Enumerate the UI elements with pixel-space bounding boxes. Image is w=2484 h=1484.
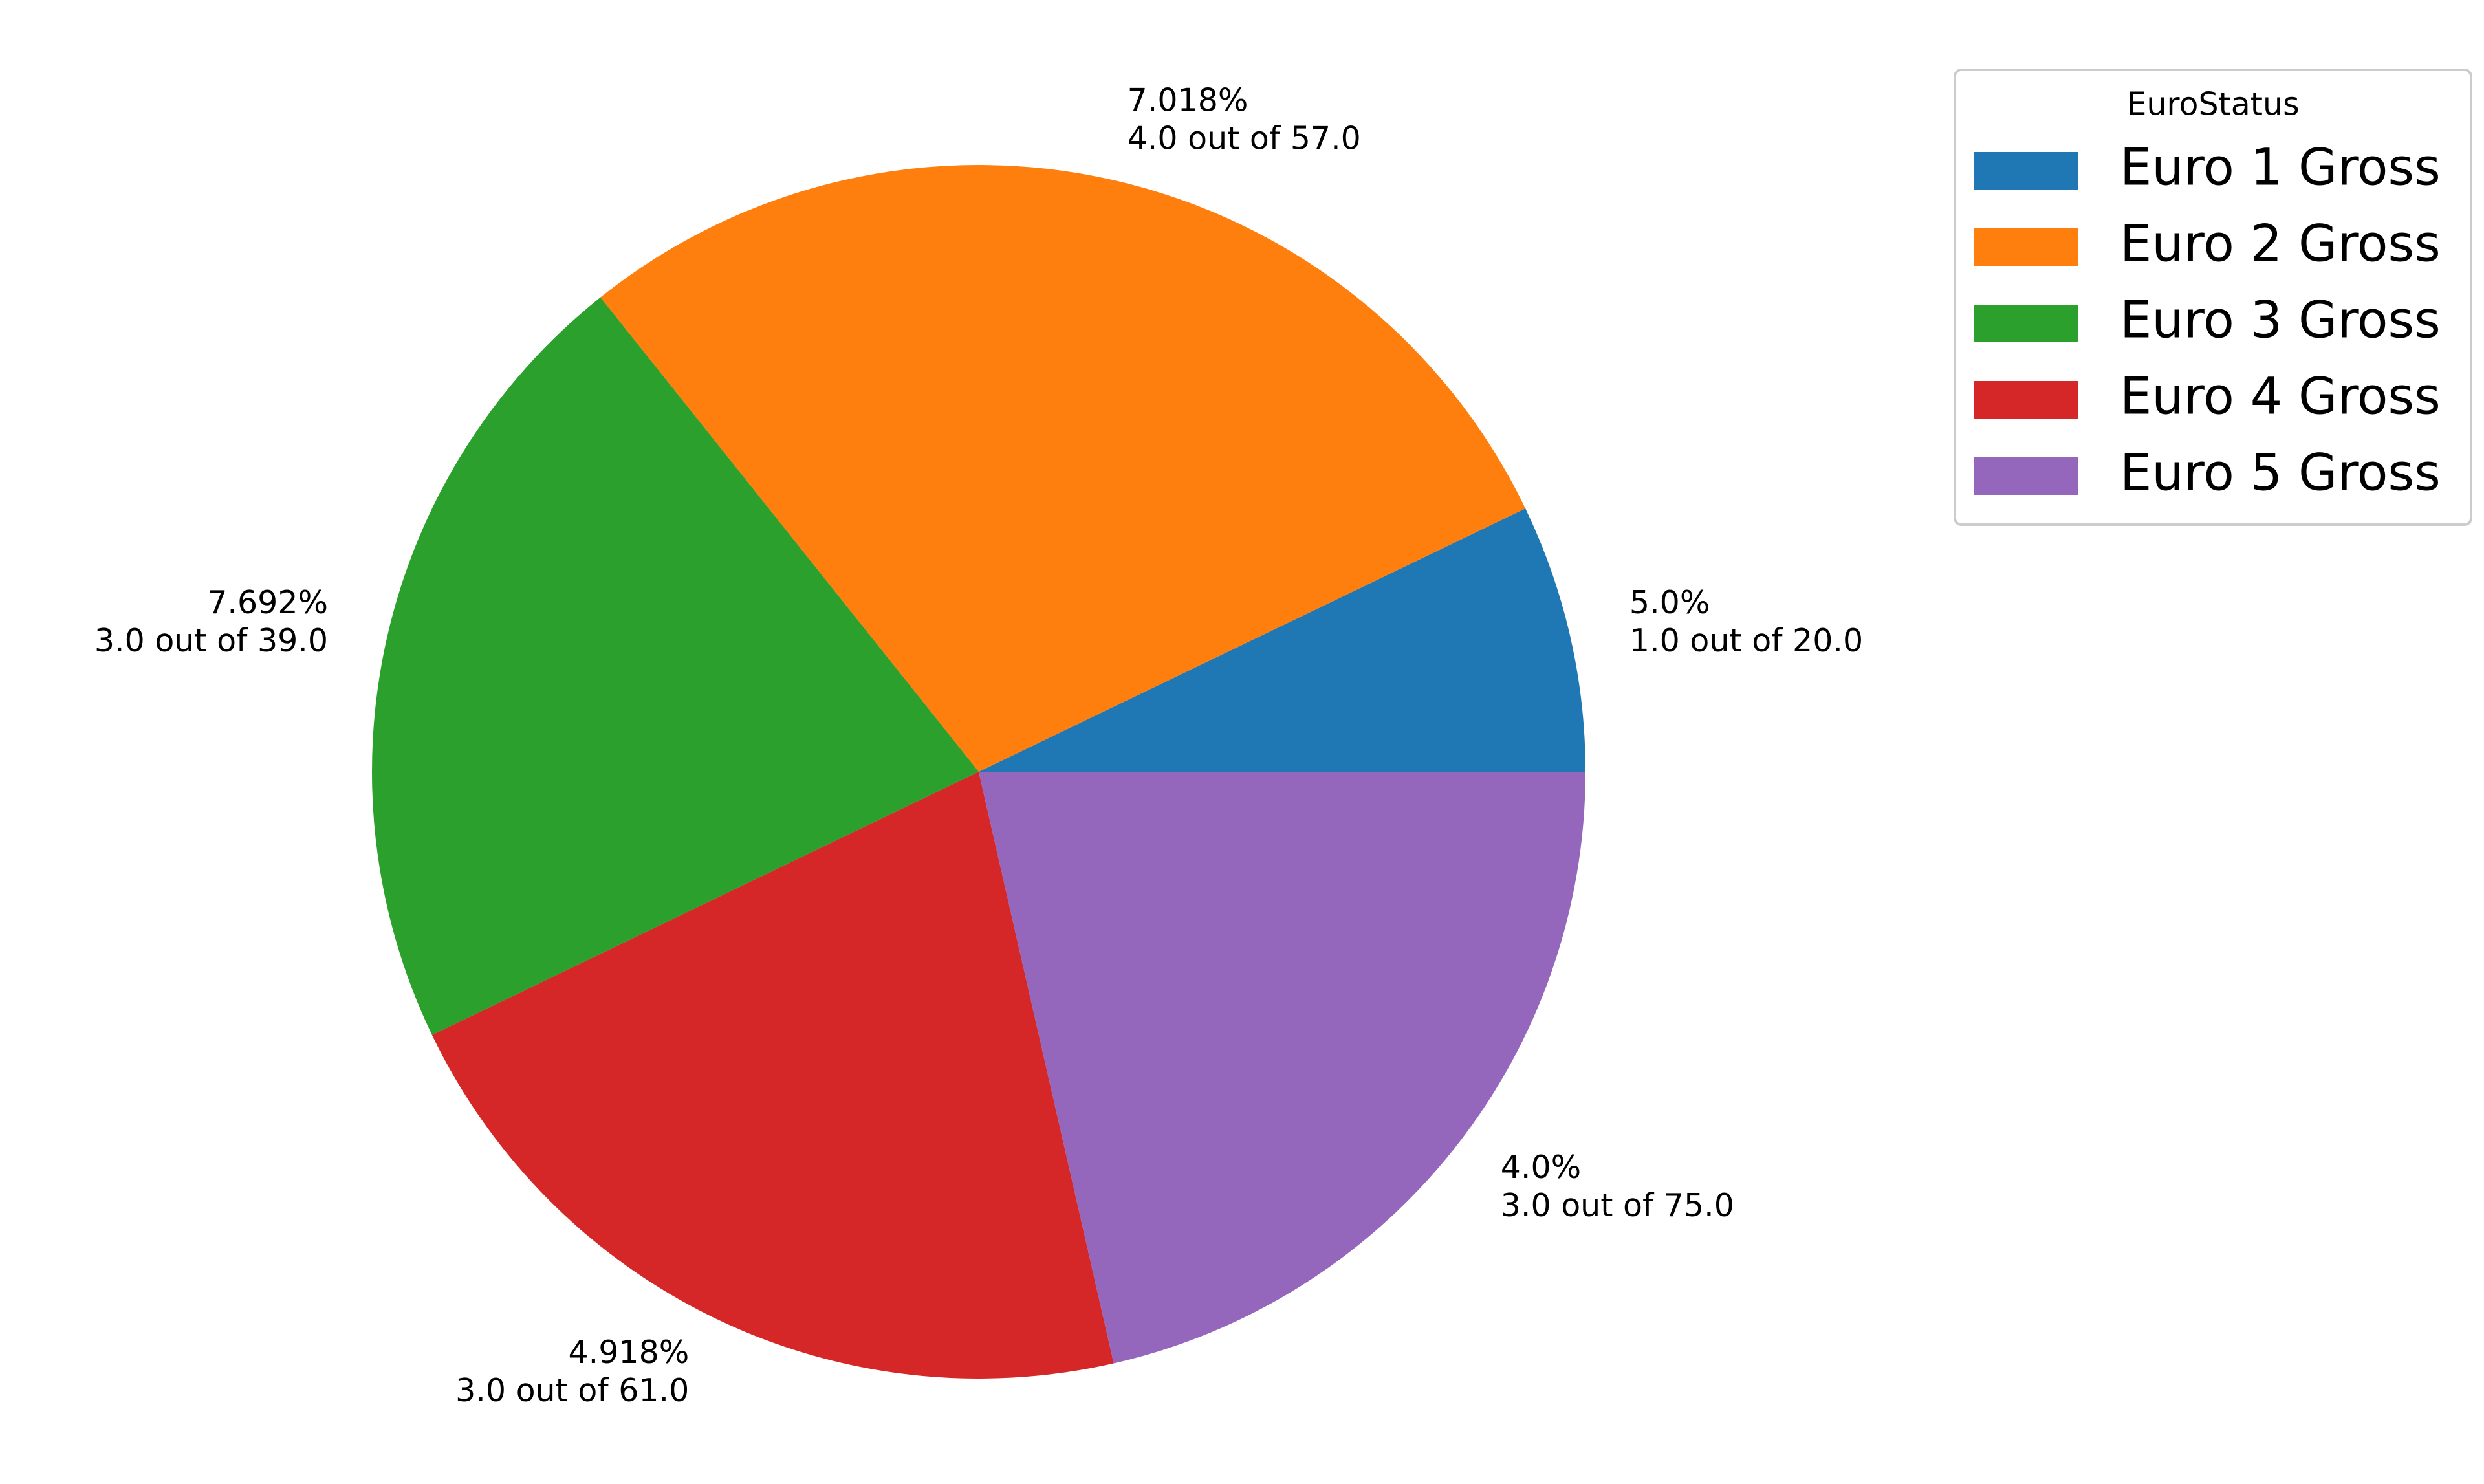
legend-swatch [1974, 381, 2078, 419]
value-label: 3.0 out of 61.0 [455, 1372, 689, 1409]
legend-swatch [1974, 305, 2078, 342]
pie-slice [979, 508, 1585, 772]
legend-swatch [1974, 152, 2078, 190]
percent-label: 7.018% [1128, 82, 1248, 119]
legend-label: Euro 1 Gross [2120, 138, 2441, 197]
percent-label: 5.0% [1629, 584, 1710, 621]
legend-label: Euro 5 Gross [2120, 444, 2441, 502]
legend-label: Euro 4 Gross [2120, 367, 2441, 426]
percent-label: 4.0% [1501, 1149, 1582, 1186]
value-label: 3.0 out of 39.0 [94, 622, 328, 659]
legend-box [1954, 69, 2472, 526]
pie-slice [979, 772, 1585, 1364]
pie-slice [371, 297, 979, 1035]
legend-label: Euro 2 Gross [2120, 215, 2441, 273]
legend-title: EuroStatus [2126, 86, 2299, 123]
legend-swatch [1974, 457, 2078, 495]
legend-label: Euro 3 Gross [2120, 291, 2441, 349]
pie-slice [431, 772, 1114, 1379]
value-label: 1.0 out of 20.0 [1629, 622, 1863, 659]
value-label: 4.0 out of 57.0 [1128, 120, 1361, 157]
legend-swatch [1974, 228, 2078, 266]
value-label: 3.0 out of 75.0 [1501, 1187, 1734, 1224]
percent-label: 4.918% [568, 1334, 689, 1371]
pie-slice [600, 165, 1526, 772]
percent-label: 7.692% [207, 584, 328, 621]
